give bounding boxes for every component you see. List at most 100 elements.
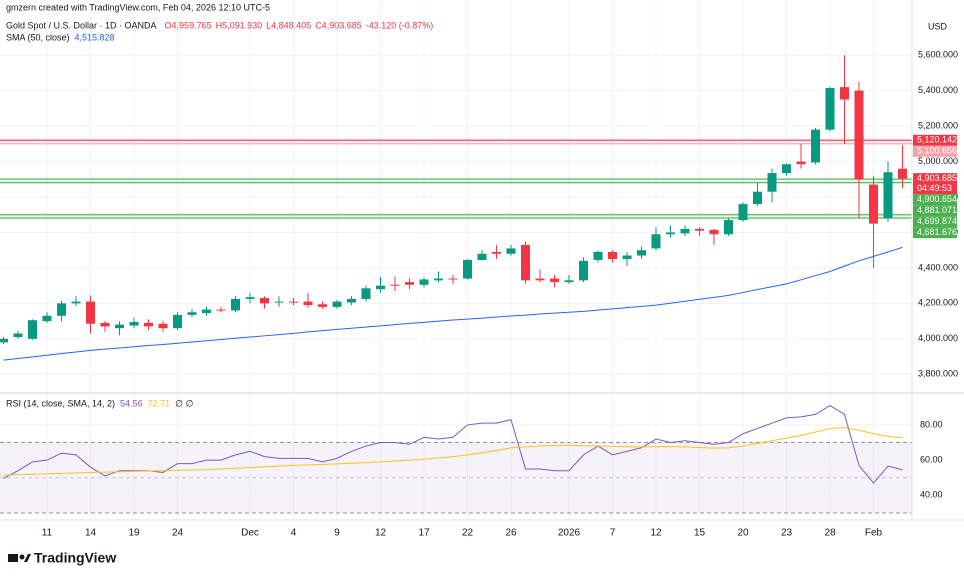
y-tick-label: 80.00 <box>920 419 943 429</box>
candle-body <box>332 301 342 307</box>
candle-body <box>274 301 284 303</box>
price-label: 4,681.676 <box>917 227 957 237</box>
rsi-legend-label: RSI (14, close, SMA, 14, 2) <box>6 398 115 408</box>
x-tick-label: 19 <box>128 528 140 539</box>
candle-body <box>535 278 545 281</box>
candle-body <box>579 260 588 281</box>
y-tick-label: 40.00 <box>920 490 943 500</box>
x-tick-label: 9 <box>334 528 340 539</box>
candle-body <box>637 250 646 256</box>
y-tick-label: 4,200.000 <box>918 298 958 308</box>
x-tick-label: 23 <box>781 528 793 539</box>
candle-body <box>0 338 8 343</box>
candle-body <box>100 322 110 327</box>
plot-layer <box>0 55 912 484</box>
candle-body <box>216 309 226 311</box>
candle-body <box>695 228 704 231</box>
candle-body <box>231 298 240 311</box>
candle-body <box>550 278 559 283</box>
candle-body <box>477 253 487 260</box>
x-tick-label: 12 <box>650 528 662 539</box>
grid-layer <box>0 0 912 520</box>
candle-body <box>854 90 864 180</box>
candle-body <box>187 312 197 315</box>
candle-body <box>260 298 269 304</box>
ohlc-value: O4,959.765 <box>165 20 212 30</box>
price-label-box <box>913 227 957 239</box>
sma-legend: SMA (50, close) <box>6 32 70 42</box>
candle-body <box>782 164 791 174</box>
y-tick-label: 5,400.000 <box>918 85 958 95</box>
candle-body <box>419 279 429 285</box>
candle-body <box>376 285 385 290</box>
ohlc-value: L4,848.405 <box>266 20 311 30</box>
rsi-legend-value: 54.56 <box>120 398 143 408</box>
price-label: 4,881.071 <box>917 205 957 215</box>
candle-body <box>303 301 313 306</box>
x-tick-label: 26 <box>505 528 517 539</box>
candle-body <box>506 248 516 254</box>
x-tick-label: 28 <box>824 528 836 539</box>
price-label-box <box>913 194 957 206</box>
candle-body <box>289 301 298 303</box>
price-label-box <box>913 216 957 228</box>
candle-body <box>738 204 748 221</box>
x-tick-label: 14 <box>85 528 97 539</box>
y-tick-label: 60.00 <box>920 455 943 465</box>
countdown-label: 04:49:53 <box>917 183 952 193</box>
candle-body <box>28 320 37 339</box>
x-tick-label: 11 <box>42 528 53 539</box>
candle-body <box>767 173 777 192</box>
candle-body <box>724 220 733 235</box>
brand-name: TradingView <box>34 550 116 566</box>
price-label-box <box>913 205 957 217</box>
candle-body <box>173 314 182 329</box>
candle-body <box>144 322 153 327</box>
x-tick-label: 7 <box>610 528 616 539</box>
candle-body <box>158 323 168 329</box>
x-tick-label: 22 <box>462 528 474 539</box>
candle-body <box>753 191 762 205</box>
sma-value: 4,515.828 <box>75 32 115 42</box>
candle-body <box>521 244 530 281</box>
x-tick-label: 2026 <box>558 528 581 539</box>
x-tick-label: Dec <box>241 528 259 539</box>
rsi-legend: RSI (14, close, SMA, 14, 2) 54.56 72.71 ∅ ∅ <box>6 398 193 408</box>
x-tick-label: 24 <box>172 528 184 539</box>
candle-body <box>42 315 52 322</box>
candle-body <box>898 168 907 179</box>
candle-body <box>811 129 820 163</box>
candle-body <box>361 288 371 299</box>
candle-body <box>564 280 574 283</box>
x-tick-label: Feb <box>865 528 883 539</box>
rsi-line <box>3 427 903 476</box>
candle-body <box>129 321 139 326</box>
y-tick-label: 5,600.000 <box>918 50 958 60</box>
symbol: Gold Spot / U.S. Dollar · 1D · OANDA <box>6 20 157 30</box>
sma-line <box>3 246 903 361</box>
candle-body <box>448 278 458 280</box>
y-tick-label: 5,000.000 <box>918 156 958 166</box>
x-tick-label: 15 <box>694 528 706 539</box>
ohlc-legend: O4,959.765 H5,091.930 L4,848.405 C4,903.685… <box>165 20 434 30</box>
candle-body <box>86 301 95 324</box>
candle-body <box>405 282 414 285</box>
candle-body <box>57 303 66 316</box>
candle-body <box>13 333 23 338</box>
axis-layer: 11 14 19 24 Dec 4 9 12 17 22 26 2026 7 12 15 20 23 28 Feb 3… <box>42 50 958 539</box>
x-tick-label: 4 <box>291 528 297 539</box>
y-tick-label: 3,800.000 <box>918 369 958 379</box>
candle-body <box>796 161 806 165</box>
ohlc-value: -43.120 (-0.87%) <box>366 20 434 30</box>
candle-body <box>593 251 603 260</box>
price-label: 5,100.656 <box>917 146 957 156</box>
rsi-legend-na: ∅ ∅ <box>175 398 193 408</box>
created-note: gmzern created with TradingView.com, Feb… <box>6 2 270 12</box>
candle-body <box>492 251 501 254</box>
y-tick-label: 4,000.000 <box>918 333 958 343</box>
candle-body <box>709 229 719 235</box>
price-label: 4,900.654 <box>917 194 957 204</box>
candle-body <box>434 278 443 281</box>
candle-body <box>463 259 472 279</box>
